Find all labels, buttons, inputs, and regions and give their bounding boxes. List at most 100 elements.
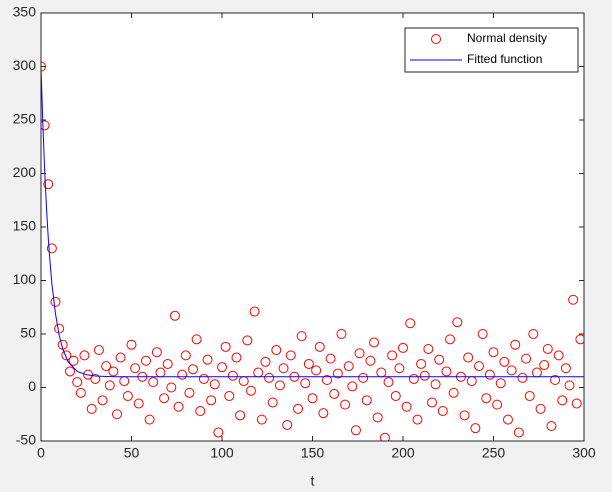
data-point — [195, 406, 206, 417]
data-point — [285, 350, 296, 361]
data-point — [506, 365, 517, 376]
data-point — [64, 366, 75, 377]
data-point — [423, 343, 434, 354]
data-point — [140, 355, 151, 366]
data-point — [398, 342, 408, 353]
data-point — [93, 345, 104, 356]
data-point — [97, 395, 108, 406]
data-point — [459, 410, 470, 421]
data-point — [557, 395, 568, 406]
x-tick-label: 300 — [572, 445, 596, 461]
data-point — [340, 399, 351, 410]
data-point — [274, 380, 285, 391]
data-point — [560, 363, 571, 374]
data-point — [278, 363, 289, 374]
data-point — [553, 350, 564, 361]
data-point — [528, 329, 539, 339]
data-point — [550, 375, 561, 386]
data-point — [517, 372, 528, 383]
data-point — [546, 421, 557, 432]
data-point — [401, 401, 412, 412]
data-point — [130, 363, 141, 374]
x-tick-label: 250 — [482, 445, 506, 461]
x-tick-label: 0 — [37, 445, 45, 461]
data-point — [419, 370, 430, 381]
data-point — [72, 377, 83, 388]
data-point — [126, 339, 137, 350]
data-point — [296, 331, 307, 342]
axes-box — [40, 12, 585, 442]
data-point — [325, 353, 336, 364]
data-point — [231, 352, 242, 363]
data-point — [115, 352, 126, 363]
data-point — [510, 339, 521, 350]
y-tick-label: 100 — [13, 271, 37, 287]
data-point — [300, 378, 311, 389]
data-point — [470, 423, 481, 434]
data-point — [148, 377, 159, 388]
data-point — [441, 366, 452, 377]
data-point — [430, 379, 441, 390]
data-point — [383, 377, 394, 388]
data-point — [524, 391, 535, 402]
data-point — [86, 403, 97, 414]
data-point — [307, 393, 318, 404]
data-point — [159, 393, 170, 404]
data-point — [314, 341, 325, 352]
data-point — [412, 414, 423, 425]
data-point — [162, 358, 173, 369]
data-point — [343, 361, 354, 372]
data-point — [492, 399, 503, 410]
data-point — [379, 432, 390, 441]
data-point — [408, 373, 419, 384]
data-point — [448, 387, 459, 398]
data-point — [336, 329, 347, 339]
data-point — [75, 387, 86, 398]
data-point — [358, 372, 369, 383]
x-tick-label: 50 — [124, 445, 140, 461]
y-tick-label: 200 — [13, 164, 37, 180]
data-point — [245, 385, 256, 396]
data-point — [477, 329, 488, 339]
data-point — [535, 403, 546, 414]
data-point — [347, 381, 358, 392]
data-point — [104, 380, 115, 391]
y-tick-label: 150 — [13, 218, 37, 234]
data-point — [220, 341, 231, 352]
fitted-line — [41, 66, 584, 378]
data-point — [282, 419, 293, 430]
data-point — [332, 368, 343, 379]
data-point — [206, 395, 217, 406]
data-point — [481, 393, 492, 404]
data-point — [271, 345, 282, 356]
y-tick-label: 250 — [13, 111, 37, 127]
data-point — [249, 306, 260, 317]
y-tick-label: 0 — [28, 378, 36, 394]
data-point — [41, 120, 50, 131]
data-point — [191, 334, 202, 345]
data-point — [217, 362, 227, 373]
data-point — [502, 414, 513, 425]
data-point — [50, 296, 61, 307]
data-point — [180, 350, 191, 361]
x-tick-label: 100 — [210, 445, 234, 461]
data-point — [405, 318, 416, 329]
data-point — [101, 361, 112, 372]
data-point — [488, 347, 499, 358]
data-point — [463, 352, 474, 363]
data-point — [202, 354, 213, 365]
data-point — [122, 391, 133, 402]
data-point — [354, 348, 365, 359]
data-point — [293, 403, 304, 414]
x-tick-label: 200 — [391, 445, 415, 461]
data-point — [474, 361, 485, 372]
data-point — [329, 388, 340, 399]
data-point — [321, 375, 332, 386]
data-point — [311, 365, 322, 376]
data-point — [79, 350, 90, 361]
data-point — [452, 317, 463, 328]
data-point — [112, 409, 123, 420]
data-point — [361, 395, 372, 406]
y-tick-label: -50 — [16, 432, 36, 448]
